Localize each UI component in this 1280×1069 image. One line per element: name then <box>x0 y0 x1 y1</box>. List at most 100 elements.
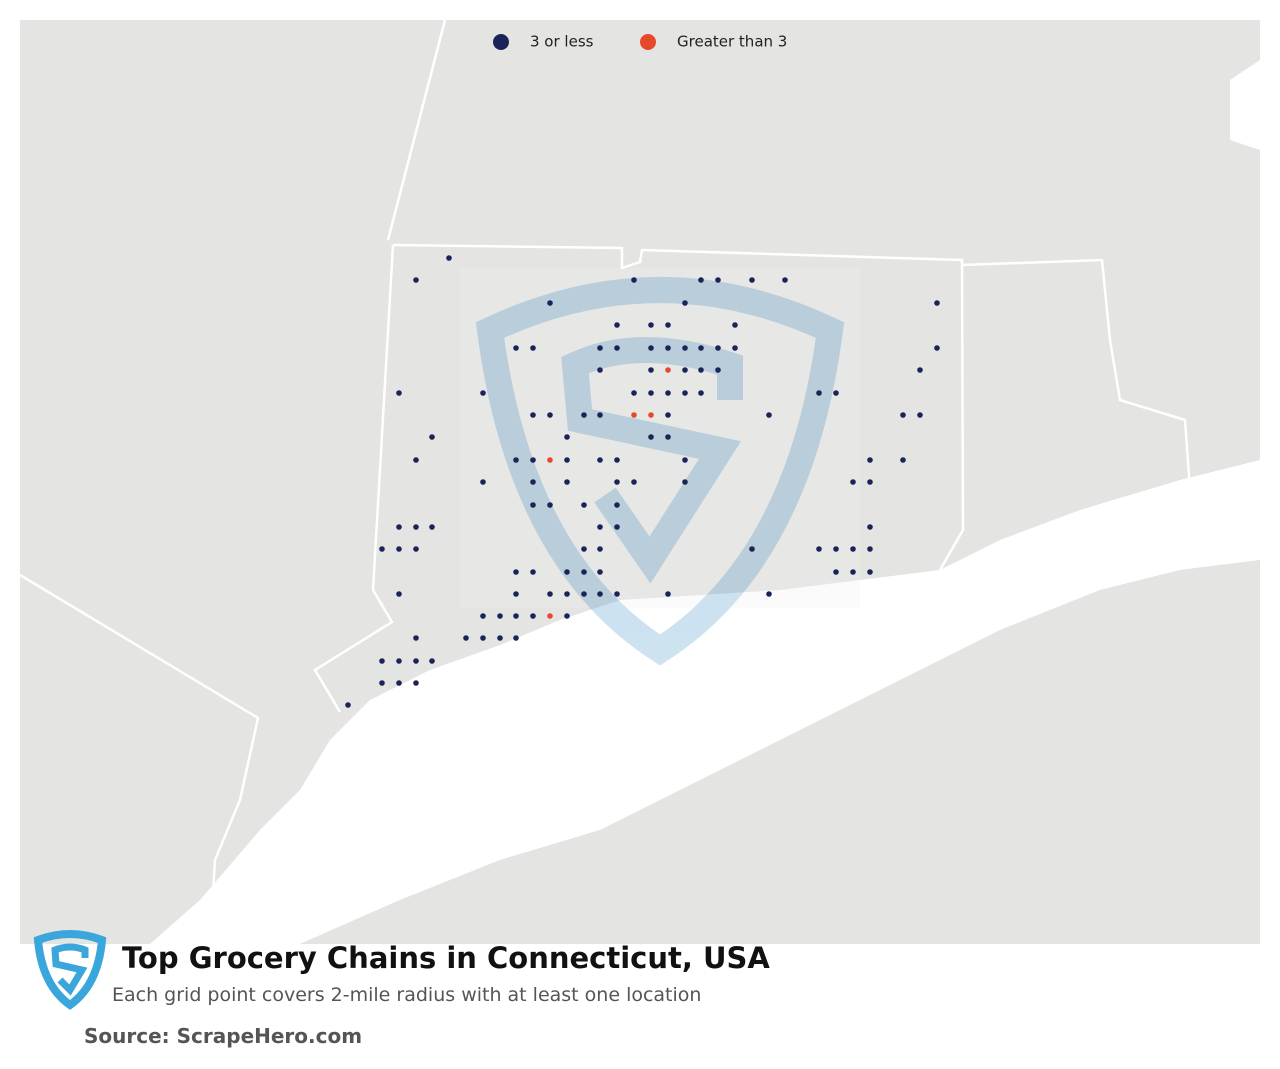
grid-point <box>396 390 402 396</box>
watermark-shield <box>475 277 845 666</box>
grid-point <box>429 524 435 530</box>
subtitle: Each grid point covers 2-mile radius wit… <box>112 984 701 1006</box>
grid-point <box>597 546 603 552</box>
grid-point <box>480 635 486 641</box>
grid-point <box>597 345 603 351</box>
borders <box>19 19 1192 941</box>
grid-point <box>547 300 553 306</box>
grid-point <box>564 479 570 485</box>
dots <box>345 255 940 708</box>
grid-point <box>732 322 738 328</box>
state-border <box>392 243 965 571</box>
grid-point <box>816 546 822 552</box>
grid-point <box>597 569 603 575</box>
grid-point <box>867 546 873 552</box>
grid-point <box>867 524 873 530</box>
grid-point <box>396 658 402 664</box>
legend: 3 or less Greater than 3 <box>493 33 787 51</box>
grid-point <box>665 345 671 351</box>
logo <box>33 930 107 1010</box>
grid-point <box>396 546 402 552</box>
grid-point <box>833 546 839 552</box>
grid-point <box>530 412 536 418</box>
grid-point <box>816 390 822 396</box>
grid-point <box>530 613 536 619</box>
grid-point <box>782 277 788 283</box>
grid-point <box>900 457 906 463</box>
grid-point <box>698 345 704 351</box>
grid-point <box>900 412 906 418</box>
state-border <box>313 244 395 713</box>
grid-point <box>698 277 704 283</box>
grid-point <box>648 390 654 396</box>
grid-point <box>513 457 519 463</box>
state-border <box>19 573 260 941</box>
grid-point <box>564 457 570 463</box>
grid-point <box>715 367 721 373</box>
grid-point <box>648 412 654 418</box>
grid-point <box>833 569 839 575</box>
state-border <box>961 258 1192 491</box>
grid-point <box>648 434 654 440</box>
grid-point <box>413 658 419 664</box>
watermark-s <box>561 337 743 584</box>
grid-point <box>614 502 620 508</box>
title: Top Grocery Chains in Connecticut, USA <box>122 941 770 975</box>
legend-label: 3 or less <box>530 33 594 51</box>
legend-label: Greater than 3 <box>677 33 787 51</box>
grid-point <box>917 367 923 373</box>
grid-point <box>597 412 603 418</box>
grid-point <box>513 613 519 619</box>
grid-point <box>850 546 856 552</box>
grid-point <box>665 434 671 440</box>
grid-point <box>867 457 873 463</box>
grid-point <box>564 569 570 575</box>
grid-point <box>480 390 486 396</box>
grid-point <box>513 569 519 575</box>
grid-point <box>648 322 654 328</box>
grid-point <box>766 591 772 597</box>
sound <box>20 460 1260 944</box>
grid-point <box>581 412 587 418</box>
grid-point <box>850 479 856 485</box>
grid-point <box>345 702 351 708</box>
logo-shield <box>33 930 107 1010</box>
grid-point <box>665 591 671 597</box>
grid-point <box>497 613 503 619</box>
grid-point <box>766 412 772 418</box>
grid-point <box>715 345 721 351</box>
grid-point <box>597 367 603 373</box>
grid-point <box>396 680 402 686</box>
grid-point <box>665 367 671 373</box>
grid-point <box>631 412 637 418</box>
grid-point <box>379 658 385 664</box>
grid-point <box>446 255 452 261</box>
grid-point <box>581 591 587 597</box>
legend-marker <box>640 34 656 50</box>
grid-point <box>631 277 637 283</box>
grid-point <box>581 502 587 508</box>
grid-point <box>867 569 873 575</box>
grid-point <box>682 457 688 463</box>
grid-point <box>614 479 620 485</box>
grid-point <box>396 591 402 597</box>
grid-point <box>614 457 620 463</box>
grid-point <box>665 390 671 396</box>
grid-point <box>530 569 536 575</box>
grid-point <box>934 300 940 306</box>
grid-point <box>665 322 671 328</box>
grid-point <box>530 345 536 351</box>
grid-point <box>631 390 637 396</box>
state-border <box>386 19 447 241</box>
grid-point <box>564 613 570 619</box>
grid-point <box>429 434 435 440</box>
grid-point <box>682 390 688 396</box>
grid-point <box>581 546 587 552</box>
grid-point <box>429 658 435 664</box>
grid-point <box>597 591 603 597</box>
grid-point <box>648 367 654 373</box>
logo-s <box>51 943 89 996</box>
grid-point <box>682 345 688 351</box>
grid-point <box>581 569 587 575</box>
